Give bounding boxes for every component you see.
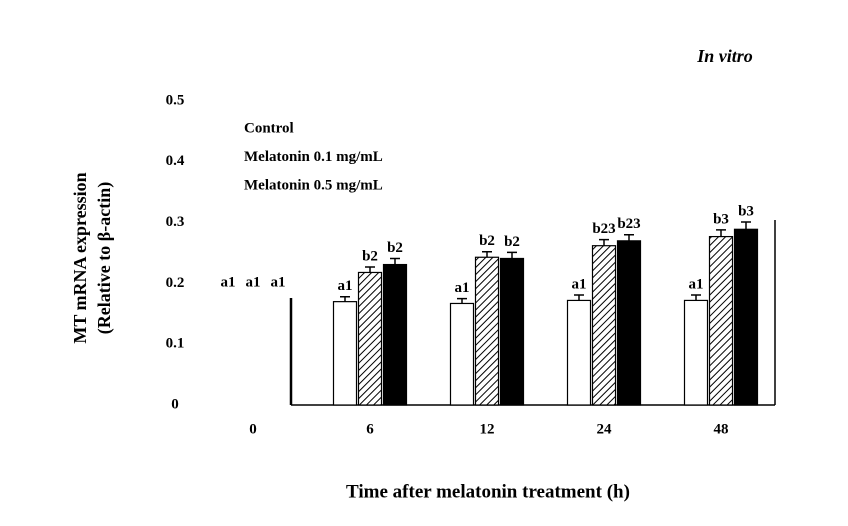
significance-label: a1 bbox=[338, 278, 353, 294]
significance-label: a1 bbox=[455, 280, 470, 296]
significance-label: a1 bbox=[572, 276, 587, 292]
y-tick-label: 0.5 bbox=[166, 92, 185, 108]
bar bbox=[616, 240, 642, 406]
error-bar bbox=[599, 238, 609, 246]
bar bbox=[708, 235, 734, 406]
bar bbox=[332, 301, 358, 406]
significance-label: a1 bbox=[221, 274, 236, 290]
bar bbox=[449, 302, 475, 406]
error-bar bbox=[390, 257, 400, 265]
legend-label: Melatonin 0.5 mg/mL bbox=[244, 177, 383, 193]
significance-label: b3 bbox=[713, 211, 729, 227]
bar bbox=[591, 245, 617, 406]
y-axis-title-line: (Relative to β-actin) bbox=[94, 182, 115, 334]
x-tick-label: 24 bbox=[597, 421, 613, 437]
y-axis-title-line: MT mRNA expression bbox=[70, 172, 90, 343]
x-tick-label: 0 bbox=[249, 421, 257, 437]
x-axis-title: Time after melatonin treatment (h) bbox=[346, 481, 630, 502]
y-tick-label: 0.2 bbox=[166, 275, 185, 291]
significance-label: b23 bbox=[592, 221, 615, 237]
significance-label: a1 bbox=[689, 276, 704, 292]
significance-label: b2 bbox=[387, 240, 403, 256]
legend-label: Melatonin 0.1 mg/mL bbox=[244, 149, 383, 165]
significance-label: b23 bbox=[617, 216, 640, 232]
x-tick-label: 6 bbox=[366, 421, 374, 437]
x-tick-label: 12 bbox=[480, 421, 495, 437]
bar bbox=[357, 271, 383, 406]
bar bbox=[474, 256, 500, 406]
legend-label: Control bbox=[244, 120, 294, 136]
significance-label: b2 bbox=[504, 234, 520, 250]
error-bar bbox=[457, 297, 467, 304]
significance-label: b2 bbox=[479, 233, 495, 249]
significance-label: a1 bbox=[271, 274, 286, 290]
bar bbox=[683, 299, 709, 406]
significance-label: a1 bbox=[246, 274, 261, 290]
y-tick-label: 0 bbox=[171, 396, 179, 412]
y-axis-title: MT mRNA expression (Relative to β-actin) bbox=[70, 172, 115, 343]
bar bbox=[499, 257, 525, 406]
bar bbox=[733, 228, 759, 406]
annotation: In vitro bbox=[696, 46, 753, 66]
error-bar bbox=[340, 296, 350, 302]
error-bar bbox=[574, 294, 584, 301]
y-tick-label: 0.3 bbox=[166, 214, 185, 230]
error-bar bbox=[691, 294, 701, 301]
error-bar bbox=[624, 234, 634, 241]
error-bar bbox=[482, 251, 492, 258]
y-tick-label: 0.1 bbox=[166, 336, 185, 352]
significance-label: b3 bbox=[738, 203, 754, 219]
error-bar bbox=[716, 229, 726, 237]
y-tick-label: 0.4 bbox=[166, 153, 185, 169]
error-bar bbox=[365, 266, 375, 273]
x-tick-label: 48 bbox=[714, 421, 729, 437]
bar bbox=[382, 263, 408, 406]
bar bbox=[566, 299, 592, 406]
significance-label: b2 bbox=[362, 248, 378, 264]
error-bar bbox=[507, 251, 517, 259]
error-bar bbox=[741, 221, 751, 230]
